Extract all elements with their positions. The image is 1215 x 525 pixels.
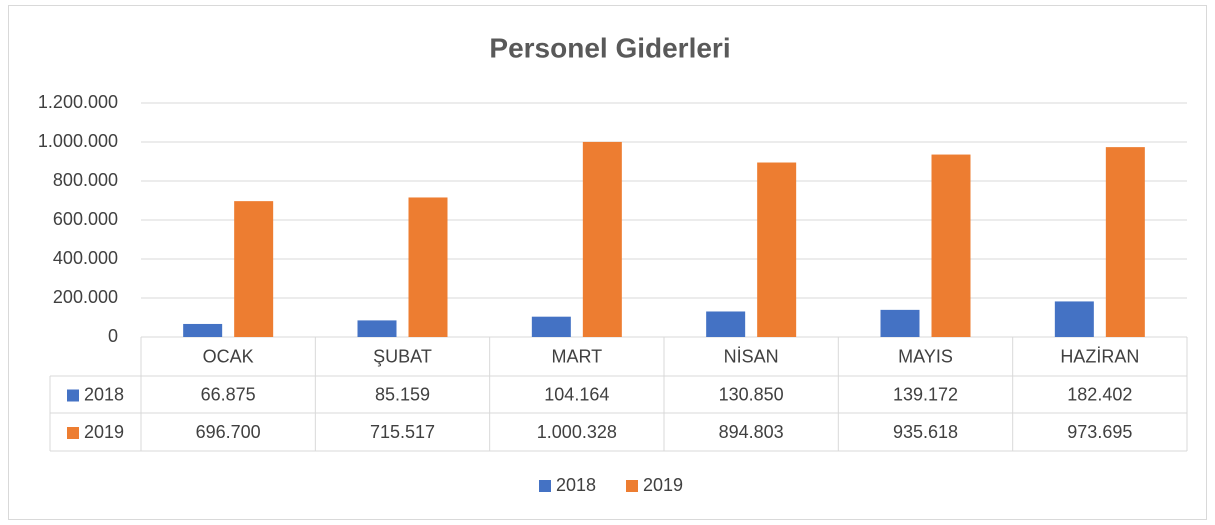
x-tick-label: HAZİRAN [1060,346,1139,366]
data-label: 715.517 [370,422,435,442]
bar [183,323,223,337]
bar [582,141,622,337]
y-tick-label: 600.000 [53,209,118,229]
data-label: 1.000.328 [537,422,617,442]
y-tick-label: 1.200.000 [38,92,118,112]
bar [531,316,571,337]
bar [1054,301,1094,337]
data-label: 104.164 [544,384,609,404]
data-label: 139.172 [893,384,958,404]
y-tick-label: 400.000 [53,248,118,268]
bar [234,201,274,337]
table-series-label: 2019 [84,422,124,442]
data-label: 66.875 [201,384,256,404]
bar [1105,147,1145,337]
legend-key [626,480,638,492]
table-key [67,427,79,439]
y-tick-label: 800.000 [53,170,118,190]
table-key [67,389,79,402]
data-label: 894.803 [719,422,784,442]
data-label: 182.402 [1067,384,1132,404]
table-series-label: 2018 [84,384,124,404]
bar [357,320,397,337]
chart-title: Personel Giderleri [489,32,730,63]
y-tick-label: 1.000.000 [38,131,118,151]
data-label: 935.618 [893,422,958,442]
x-tick-label: OCAK [203,346,254,366]
bar [931,154,971,337]
y-tick-label: 200.000 [53,287,118,307]
legend-label: 2018 [556,475,596,495]
bar [408,197,448,337]
data-label: 130.850 [719,384,784,404]
data-label: 85.159 [375,384,430,404]
x-tick-label: NİSAN [724,346,779,366]
legend-key [539,480,551,492]
x-tick-label: MART [551,346,602,366]
legend-label: 2019 [643,475,683,495]
y-tick-label: 0 [108,326,118,346]
x-tick-label: MAYIS [898,346,953,366]
x-tick-label: ŞUBAT [373,346,432,366]
bar [706,311,746,337]
bar [880,309,920,337]
bar [757,162,797,337]
data-label: 973.695 [1067,422,1132,442]
data-label: 696.700 [196,422,261,442]
